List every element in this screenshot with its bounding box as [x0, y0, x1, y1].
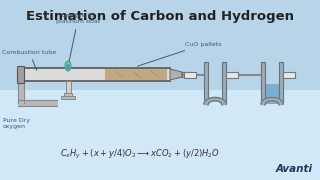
Text: Sample in
platinum boat: Sample in platinum boat [56, 13, 100, 64]
Bar [283, 71, 295, 78]
Bar [0, 0, 320, 90]
Ellipse shape [65, 61, 71, 71]
Polygon shape [204, 97, 226, 105]
Bar [184, 71, 196, 78]
Text: Combustion tube: Combustion tube [2, 50, 56, 70]
Bar [17, 66, 24, 83]
Ellipse shape [66, 64, 70, 70]
Bar [204, 62, 208, 104]
Text: $C_xH_y + (x + y/4)O_2 \longrightarrow xCO_2 + (y/2)H_2O$: $C_xH_y + (x + y/4)O_2 \longrightarrow x… [60, 148, 220, 161]
Bar [0, 90, 320, 180]
Polygon shape [261, 97, 283, 105]
Bar [261, 94, 265, 104]
Bar [66, 81, 70, 95]
Text: CuO pallets: CuO pallets [138, 42, 221, 66]
Bar [226, 71, 238, 78]
Bar [22, 68, 170, 81]
Text: Avanti: Avanti [276, 164, 313, 174]
Bar [182, 72, 190, 77]
Polygon shape [170, 69, 182, 80]
Text: Pure Dry
oxygen: Pure Dry oxygen [3, 118, 30, 129]
Bar [105, 69, 167, 80]
Bar [279, 94, 283, 104]
Bar [64, 93, 72, 97]
Bar [18, 80, 24, 105]
Bar [18, 100, 58, 106]
Bar [279, 62, 283, 104]
Bar [265, 84, 279, 104]
Text: Estimation of Carbon and Hydrogen: Estimation of Carbon and Hydrogen [26, 10, 294, 23]
Bar [261, 62, 265, 104]
Bar [61, 96, 75, 99]
Bar [222, 62, 226, 104]
